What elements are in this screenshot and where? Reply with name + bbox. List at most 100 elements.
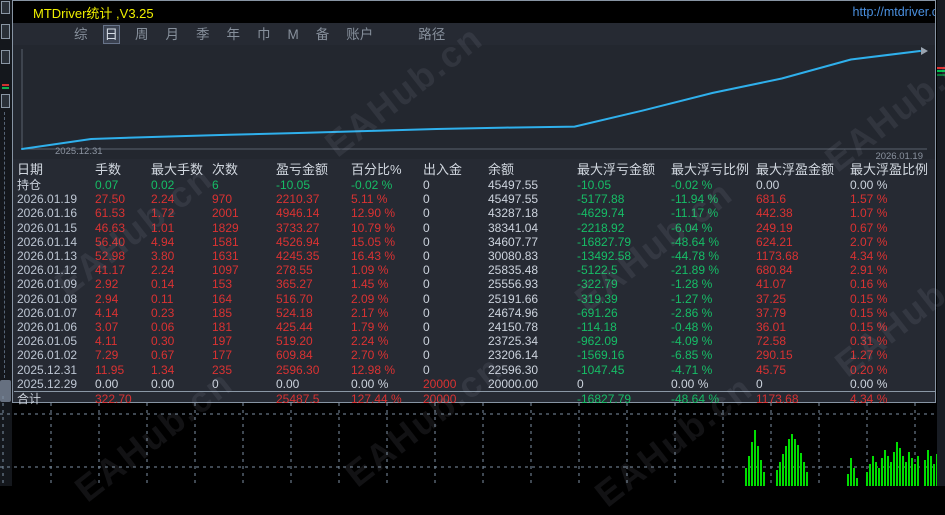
menu-item-综[interactable]: 综 [74,26,88,42]
table-row[interactable]: 2026.01.07 4.14 0.23 185 524.18 2.17 % 0 24674.… [14,306,936,320]
table-cell: -6.85 % [671,348,713,363]
table-cell: -1.28 % [671,277,713,292]
table-row[interactable]: 2026.01.12 41.17 2.24 1097 278.55 1.09 % 0 2583… [14,263,936,277]
table-cell: 25487.5 [276,391,351,407]
table-cell: 1.72 [151,206,175,221]
column-header: 日期 [17,162,44,177]
menu-item-月[interactable]: 月 [165,26,180,42]
table-row[interactable]: 2026.01.16 61.53 1.72 2001 4946.14 12.90 % 0 43… [14,206,936,220]
volume-bar [866,472,868,486]
table-cell: 0 [423,263,430,278]
table-cell: 185 [212,305,233,320]
table-cell: 0.31 % [850,334,888,349]
table-cell: -10.05 [577,178,612,192]
table-cell: 合计 [14,391,95,407]
table-cell: 2026.01.16 [17,206,78,221]
volume-bar [884,450,886,486]
table-cell: 2.91 % [850,263,888,278]
table-cell: 38341.04 [488,220,539,235]
column-header: 盈亏金额 [276,162,329,177]
scrollbar-thumb[interactable] [0,380,11,402]
table-cell: 0.00 [756,178,780,192]
table-row[interactable]: 2026.01.06 3.07 0.06 181 425.44 1.79 % 0 24150.… [14,320,936,334]
table-cell: 0.23 [151,305,175,320]
table-cell: -114.18 [577,320,617,335]
table-cell: 7.29 [95,348,119,363]
table-cell: 153 [212,277,233,292]
table-cell: -11.17 % [671,206,719,221]
chart-scroll-arrow-icon[interactable] [921,47,928,55]
volume-bar [911,458,913,486]
table-cell: 45.75 [756,362,787,377]
table-row[interactable]: 2026.01.09 2.92 0.14 153 365.27 1.45 % 0 25556.… [14,277,936,291]
volume-bar [779,462,781,486]
volume-bar [850,458,852,486]
table-row[interactable]: 2026.01.05 4.11 0.30 197 519.20 2.24 % 0 23725.… [14,334,936,348]
table-row[interactable]: 2026.01.08 2.94 0.11 164 516.70 2.09 % 0 25191.… [14,292,936,306]
volume-bar [853,468,855,486]
volume-bar [754,430,756,486]
volume-bar [878,468,880,486]
table-cell: 680.84 [756,263,793,278]
menu-item-周[interactable]: 周 [135,26,149,42]
table-cell: 16.43 % [351,249,396,264]
table-cell: 56.40 [95,234,126,249]
volume-bar [914,464,916,486]
table-cell: 46.63 [95,220,126,235]
table-row[interactable]: 2026.01.15 46.63 1.01 1829 3733.27 10.79 % 0 38… [14,221,936,235]
table-total-row[interactable]: 合计 322.70 25487.5 127.44 % 20000 -16827.79 -48… [14,391,936,407]
menu-item-季[interactable]: 季 [196,26,210,42]
table-cell: 0.00 [151,376,175,391]
table-row[interactable]: 2026.01.13 52.98 3.80 1631 4245.35 16.43 % 0 30… [14,249,936,263]
table-cell: 2026.01.02 [17,348,78,363]
table-cell: -48.64 % [671,234,720,249]
volume-bar [890,462,892,486]
table-cell: 30080.83 [488,249,539,264]
website-link[interactable]: http://mtdriver.c [852,5,935,19]
table-cell: 0 [423,192,430,207]
volume-bar [797,445,799,486]
table-cell: 27.50 [95,192,126,207]
table-cell: -0.02 % [671,178,713,192]
table-cell: 2026.01.19 [17,192,78,207]
column-header: 最大浮盈比例 [850,162,929,177]
chart-start-date: 2025.12.31 [55,146,103,157]
volume-bar [791,434,793,486]
buy-sell-marker-icon [2,87,9,89]
volume-bar [881,458,883,486]
table-header-row: 日期 手数 最大手数 次数 盈亏金额 百分比% 出入金 余额 最大浮亏金额 最大浮亏比例 最大浮盈金… [14,159,936,178]
table-cell: -5177.88 [577,192,625,207]
table-cell: -16827.79 [577,391,671,407]
table-cell: 43287.18 [488,206,539,221]
menu-item-巾[interactable]: 巾 [257,26,271,42]
table-cell: 4.34 % [850,391,936,407]
table-cell: 持仓 [17,178,42,192]
table-cell: 624.21 [756,234,793,249]
table-cell: 0.07 [95,178,119,192]
menu-item-年[interactable]: 年 [226,26,241,42]
volume-bar [893,452,895,486]
table-cell: -691.26 [577,305,618,320]
table-cell: 12.90 % [351,206,396,221]
menu-item-账户[interactable]: 账户 [346,26,374,42]
volume-bar [800,453,802,486]
table-row[interactable]: 2026.01.02 7.29 0.67 177 609.84 2.70 % 0 23206.… [14,348,936,362]
volume-bar [757,446,759,486]
table-cell: -10.05 [276,178,311,192]
table-cell: 0 [423,277,430,292]
table-cell: 0 [423,220,430,235]
table-cell: 41.17 [95,263,126,278]
menu-item-备[interactable]: 备 [315,26,330,42]
table-row[interactable]: 2026.01.19 27.50 2.24 970 2210.37 5.11 % 0 4549… [14,192,936,206]
table-row[interactable]: 2025.12.31 11.95 1.34 235 2596.30 12.98 % 0 225… [14,363,936,377]
menu-item-M[interactable]: M [287,26,299,42]
table-row[interactable]: 持仓 0.07 0.02 6 -10.05 -0.02 % 0 45497.55 -10.05 -… [14,178,936,192]
table-cell: 0.00 [276,376,300,391]
table-row[interactable]: 2025.12.29 0.00 0.00 0 0.00 0.00 % 20000 20000.… [14,377,936,392]
table-cell: 25556.93 [488,277,539,292]
menu-item-路径[interactable]: 路径 [418,26,446,42]
table-row[interactable]: 2026.01.14 56.40 4.94 1581 4526.94 15.05 % 0 34… [14,235,936,249]
menu-item-日[interactable]: 日 [102,24,120,44]
window-title-bar[interactable]: MTDriver统计 ,V3.25 http://mtdriver.c [13,1,935,23]
table-cell: 1.27 % [850,348,888,363]
